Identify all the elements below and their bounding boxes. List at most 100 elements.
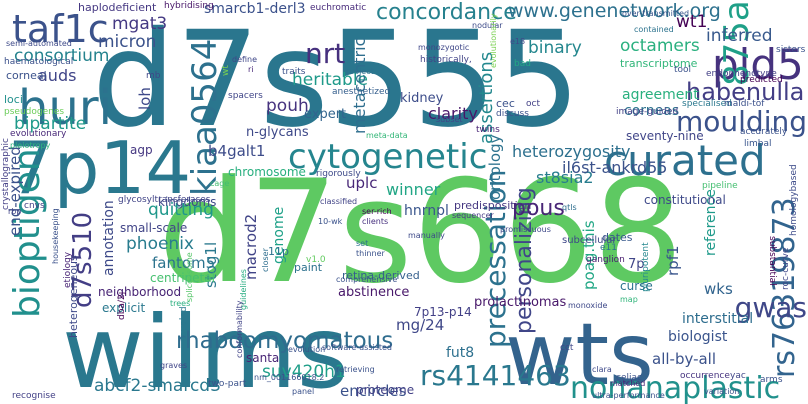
word: dba/2j	[117, 291, 127, 320]
word: dates	[602, 231, 633, 244]
word: huri	[18, 80, 112, 136]
word: 7p13-p14	[414, 305, 472, 319]
word: tool	[674, 65, 692, 75]
word: evolution	[288, 345, 326, 354]
word: endophenotype	[706, 69, 777, 79]
word: historically,	[420, 55, 472, 65]
word: two-part	[208, 379, 247, 389]
word: conformability	[235, 300, 244, 358]
word: kidney	[400, 91, 444, 106]
word: project	[346, 67, 374, 76]
word: etiology	[63, 251, 73, 288]
word: spliceosome	[185, 252, 194, 302]
word: clarity	[428, 104, 478, 123]
word: santa	[246, 351, 280, 365]
word: winner	[386, 180, 441, 199]
word: clara	[592, 365, 612, 374]
word: uplc	[346, 174, 378, 192]
word: semi-automated	[6, 39, 72, 48]
word: roc-curve	[781, 247, 791, 290]
word: anesthetized	[332, 87, 391, 97]
word: nodular	[472, 21, 503, 30]
word: twins	[476, 125, 500, 135]
word: contained	[634, 25, 674, 34]
word: small-scale	[120, 221, 188, 235]
word: fantom5	[152, 254, 216, 272]
word: cec	[496, 97, 515, 110]
word: pluripotent	[641, 242, 651, 292]
word: subset	[436, 115, 463, 124]
word: www.genenetwork.org	[508, 0, 721, 22]
word: ganglion	[586, 255, 625, 265]
word: micron	[98, 32, 157, 52]
word: haematological	[4, 57, 74, 67]
word: clients	[362, 217, 389, 226]
word: taf1c	[12, 7, 109, 51]
word: cct	[560, 343, 574, 353]
word: cnvs	[24, 201, 45, 211]
word: curse	[620, 279, 653, 293]
word: cage	[210, 179, 230, 188]
word: suv420h1	[262, 362, 346, 382]
word: coupled	[179, 306, 189, 342]
word: ultra-performance	[592, 391, 665, 400]
word: hnrnpl	[404, 203, 449, 219]
word: seventy-nine	[626, 129, 704, 143]
word: inferred	[706, 26, 773, 46]
word: monoxide	[568, 301, 608, 310]
word: corneas	[624, 103, 680, 119]
word: euchromatic	[310, 3, 367, 13]
word: phoenix	[126, 234, 194, 254]
word: hybridising	[164, 1, 214, 11]
word: transcriptome	[620, 57, 698, 70]
word: d7s555	[92, 3, 581, 157]
word: expert	[304, 107, 347, 122]
word: evolutionarily	[489, 13, 498, 68]
word: 11p	[268, 245, 289, 258]
word: wilms	[62, 294, 349, 404]
word: manually	[408, 231, 445, 240]
word: fut8	[446, 345, 475, 361]
word: loci	[4, 93, 23, 106]
word: pouh	[266, 96, 309, 116]
word: metacentric	[350, 37, 369, 134]
word: rigorously	[316, 169, 361, 179]
word: pleiotropy	[10, 141, 51, 150]
word: agp	[130, 143, 153, 157]
word: v1.0	[306, 255, 326, 265]
word: haplodeficient	[78, 1, 157, 14]
word: agreement	[622, 87, 699, 103]
word: mgat3	[112, 14, 168, 34]
word: celiac	[616, 373, 642, 383]
word: wks	[704, 280, 733, 298]
word: paint	[294, 261, 323, 274]
word: auds	[38, 66, 77, 85]
word: retina-derived	[342, 269, 420, 282]
word: predisposition	[454, 199, 532, 212]
word: d7s668	[158, 150, 684, 315]
word: kiaa0564	[185, 38, 225, 196]
word: e11	[600, 243, 617, 253]
word: occurrence	[680, 371, 730, 381]
word: mb	[146, 71, 161, 81]
word: octamers	[620, 36, 700, 56]
word: monozygotic	[418, 43, 470, 52]
word: ontology	[486, 134, 504, 201]
word: loh	[136, 87, 154, 110]
word: comprehensive	[336, 275, 398, 284]
word: accurately	[740, 127, 788, 137]
word: arms	[760, 375, 783, 385]
word: spacers	[228, 91, 263, 101]
word: over-transmitted	[622, 9, 690, 18]
word: encircles	[340, 382, 407, 400]
word: abcf2-smarcd3	[94, 376, 221, 396]
word: evolutionary	[10, 129, 67, 139]
word: recognise	[12, 391, 56, 401]
word: gwas	[734, 291, 807, 324]
word: subcellular	[562, 235, 617, 246]
word: corneal	[6, 69, 47, 82]
word: moulding	[675, 105, 807, 138]
word: rpf1	[664, 245, 682, 276]
word: wt	[221, 65, 231, 76]
word: quitting	[148, 200, 214, 220]
